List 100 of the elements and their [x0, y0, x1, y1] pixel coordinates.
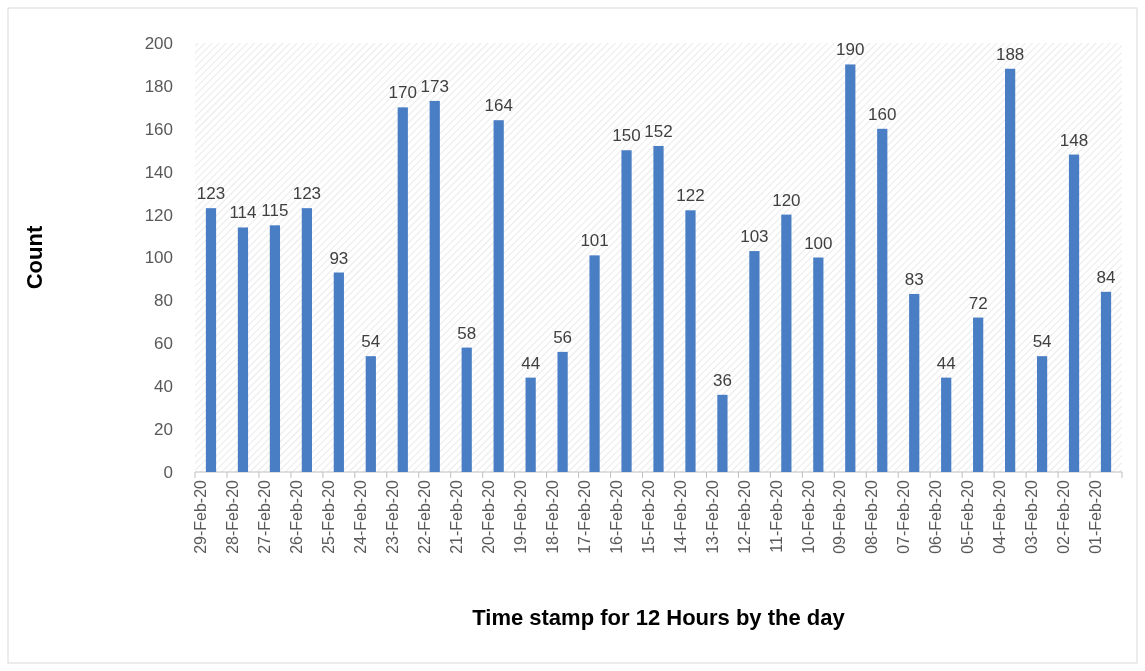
bar [941, 377, 952, 472]
data-label: 54 [361, 332, 381, 352]
data-label: 44 [936, 353, 956, 373]
data-label: 72 [968, 293, 988, 313]
data-label: 152 [644, 121, 673, 141]
data-label: 100 [804, 233, 833, 253]
x-tick-label: 17-Feb-20 [575, 479, 593, 554]
bar [685, 210, 696, 472]
x-tick-label: 20-Feb-20 [479, 479, 497, 554]
x-axis-title: Time stamp for 12 Hours by the day [472, 605, 846, 630]
bar [525, 377, 536, 472]
data-label: 103 [740, 227, 769, 247]
data-label: 160 [868, 104, 897, 124]
x-tick-label: 09-Feb-20 [831, 479, 849, 554]
y-tick-label: 60 [154, 334, 173, 354]
bar [429, 100, 440, 472]
data-label: 123 [196, 184, 226, 204]
x-tick-label: 15-Feb-20 [639, 479, 657, 554]
bar [333, 272, 344, 472]
y-tick-label: 160 [144, 119, 173, 139]
x-tick-label: 27-Feb-20 [256, 479, 274, 554]
data-label: 44 [521, 353, 541, 373]
y-tick-label: 200 [144, 33, 173, 53]
y-tick-label: 140 [144, 162, 173, 182]
data-label: 56 [553, 327, 573, 347]
bar [205, 208, 217, 472]
bar [813, 257, 824, 472]
x-tick-label: 11-Feb-20 [767, 479, 785, 553]
data-label: 190 [836, 40, 865, 60]
x-tick-label: 22-Feb-20 [415, 479, 433, 554]
x-tick-label: 18-Feb-20 [543, 479, 561, 554]
x-tick-label: 02-Feb-20 [1055, 479, 1073, 554]
x-tick-label: 28-Feb-20 [224, 479, 242, 554]
bar [909, 293, 920, 472]
y-tick-label: 0 [163, 462, 173, 482]
data-label: 101 [580, 231, 609, 251]
y-tick-label: 80 [154, 291, 173, 311]
bar [973, 317, 984, 472]
data-label: 173 [420, 76, 449, 96]
x-tick-label: 16-Feb-20 [607, 479, 625, 554]
data-label: 83 [904, 269, 924, 289]
data-label: 123 [292, 184, 322, 204]
y-tick-label: 180 [144, 76, 173, 96]
bar [749, 251, 760, 472]
x-tick-label: 19-Feb-20 [511, 479, 529, 554]
x-tick-label: 01-Feb-20 [1087, 479, 1105, 554]
data-label: 114 [229, 203, 257, 223]
x-tick-label: 10-Feb-20 [799, 479, 817, 554]
bar [397, 107, 408, 472]
bar [365, 356, 376, 472]
data-label: 122 [676, 186, 705, 206]
x-tick-label: 25-Feb-20 [320, 479, 338, 554]
bar [461, 347, 472, 472]
x-tick-label: 26-Feb-20 [288, 479, 306, 554]
bar [1005, 68, 1016, 472]
bar [845, 64, 856, 472]
x-tick-label: 29-Feb-20 [192, 479, 210, 554]
x-tick-label: 05-Feb-20 [959, 479, 977, 554]
bar [877, 128, 888, 472]
x-tick-label: 24-Feb-20 [352, 479, 370, 554]
x-tick-label: 21-Feb-20 [447, 479, 465, 554]
x-tick-label: 06-Feb-20 [927, 479, 945, 554]
bar [301, 208, 312, 472]
data-label: 148 [1059, 130, 1089, 150]
bar [589, 255, 600, 472]
data-label: 84 [1096, 267, 1116, 287]
y-axis-title: Count [22, 225, 47, 290]
bar [781, 214, 792, 472]
x-tick-label: 03-Feb-20 [1023, 479, 1041, 554]
bar [237, 227, 249, 472]
bar [1036, 356, 1048, 472]
y-tick-label: 20 [154, 420, 173, 440]
bar [1100, 291, 1112, 472]
x-tick-label: 07-Feb-20 [895, 479, 913, 554]
y-tick-label: 100 [144, 248, 173, 268]
data-label: 188 [995, 44, 1025, 64]
bar [621, 150, 632, 472]
y-tick-label: 120 [144, 205, 173, 225]
bar [493, 120, 504, 472]
bar [653, 145, 664, 472]
data-label: 170 [388, 83, 417, 103]
x-tick-label: 13-Feb-20 [703, 479, 721, 554]
data-label: 58 [457, 323, 477, 343]
bar [557, 351, 568, 472]
data-label: 150 [612, 126, 641, 146]
data-label: 115 [261, 201, 289, 221]
x-tick-label: 08-Feb-20 [863, 479, 881, 554]
bar [717, 394, 728, 472]
data-label: 36 [712, 370, 732, 390]
data-label: 164 [484, 96, 513, 116]
data-label: 93 [329, 248, 349, 268]
x-tick-label: 23-Feb-20 [383, 479, 401, 554]
bar [269, 225, 281, 472]
data-label: 120 [772, 190, 801, 210]
x-tick-label: 04-Feb-20 [991, 479, 1009, 554]
y-tick-label: 40 [154, 377, 173, 397]
x-tick-label: 14-Feb-20 [671, 479, 689, 554]
data-label: 54 [1032, 332, 1052, 352]
x-tick-label: 12-Feb-20 [735, 479, 753, 554]
bar [1068, 154, 1080, 472]
